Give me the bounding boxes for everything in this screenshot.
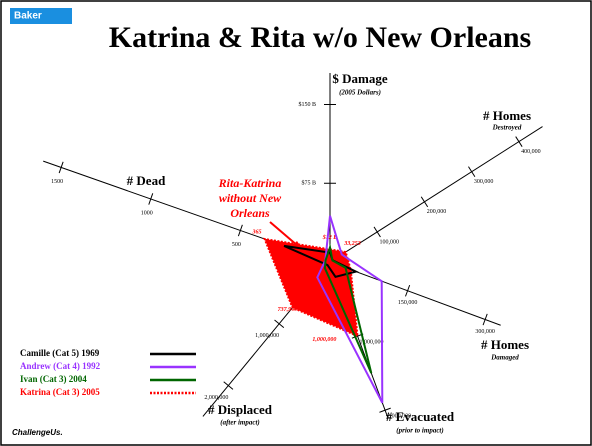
series-line — [323, 243, 373, 374]
footer-logo: ChallengeUs. — [12, 428, 63, 437]
tick-mark — [237, 224, 243, 237]
tick-label: 2,000,000 — [387, 414, 411, 420]
axis-line — [329, 126, 543, 263]
axis-subtitle: (after impact) — [220, 419, 259, 427]
axis-name: # Displaced — [208, 402, 273, 417]
axis-subtitle: Destroyed — [492, 124, 522, 132]
axis-subtitle: (prior to impact) — [396, 427, 443, 435]
tick-mark — [223, 381, 234, 390]
tick-label: $75 B — [301, 180, 316, 187]
tick-mark — [373, 226, 381, 238]
tick-label: 150,000 — [398, 300, 418, 306]
axis-line — [329, 261, 501, 326]
axis-name: # Dead — [127, 173, 166, 188]
tick-mark — [420, 196, 429, 208]
tick-mark — [379, 407, 391, 413]
tick-label: 300,000 — [475, 329, 495, 335]
tick-mark — [405, 284, 411, 297]
axis-subtitle: Damaged — [490, 354, 519, 362]
tick-label: 500 — [232, 242, 241, 248]
axis-name: $ Damage — [332, 71, 387, 86]
data-label: 1,000,000 — [312, 337, 336, 343]
tick-mark — [482, 313, 488, 326]
chart-title: Katrina & Rita w/o New Orleans — [109, 21, 531, 54]
data-label: 33,253 — [343, 241, 361, 247]
annotation: Rita-Katrina without New Orleans — [218, 176, 302, 249]
tick-label: 100,000 — [379, 239, 399, 245]
tick-label: 1,000,000 — [255, 333, 279, 339]
data-label: 365 — [252, 230, 262, 236]
logo-box — [10, 8, 72, 24]
logo: Baker — [14, 11, 42, 22]
annotation-arrow — [269, 221, 299, 247]
tick-label: 1000 — [141, 210, 153, 216]
tick-mark — [58, 161, 64, 174]
legend-label: Camille (Cat 5) 1969 — [20, 348, 100, 358]
axis-subtitle: (2005 Dollars) — [339, 89, 381, 97]
axis-name: # Evacuated — [386, 409, 455, 424]
axis-name: # Homes — [483, 108, 531, 123]
tick-label: 200,000 — [427, 209, 447, 215]
data-label: $12 B — [322, 234, 338, 241]
data-label: 737,940 — [278, 307, 298, 313]
legend-label: Katrina (Cat 3) 2005 — [20, 387, 100, 397]
legend-label: Andrew (Cat 4) 1992 — [20, 361, 101, 371]
tick-label: 1500 — [51, 179, 63, 185]
tick-mark — [274, 319, 285, 328]
tick-label: 1,000,000 — [360, 339, 384, 345]
tick-label: 400,000 — [521, 149, 541, 155]
tick-label: 2,000,000 — [204, 395, 228, 401]
legend-label: Ivan (Cat 3) 2004 — [20, 374, 87, 384]
axis-name: # Homes — [481, 337, 529, 352]
tick-mark — [468, 166, 476, 178]
tick-label: $150 B — [298, 101, 316, 108]
annotation-line: Rita-Katrina without New Orleans — [218, 176, 283, 220]
tick-mark — [515, 136, 523, 147]
tick-mark — [148, 193, 154, 205]
tick-label: 300,000 — [474, 179, 494, 185]
